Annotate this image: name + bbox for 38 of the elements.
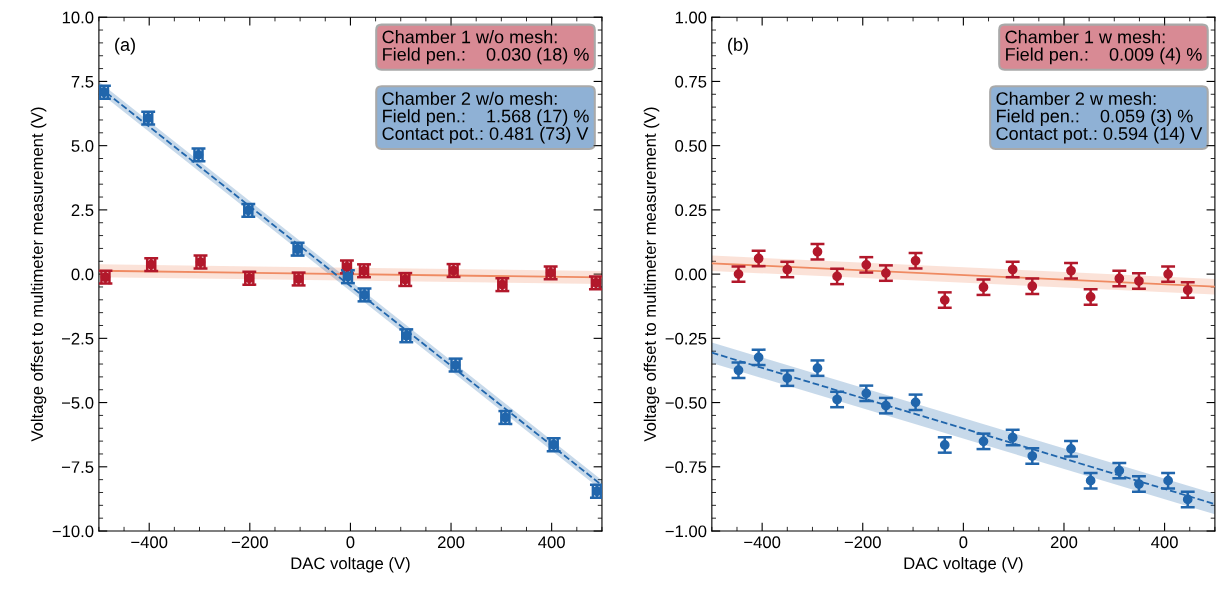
x-tick-label: −400 [131,536,168,549]
x-tick-label: 400 [538,536,565,549]
y-axis-title: Voltage offset to multimeter measurement (V) [30,107,47,442]
y-tick-label: 1.00 [675,11,707,24]
x-tick-label: 200 [437,536,465,549]
y-tick-label: −10.0 [52,525,94,538]
x-tick-label: 0 [346,536,355,549]
y-axis-title: Voltage offset to multimeter measurement (V) [643,107,660,442]
x-axis-title: DAC voltage (V) [904,556,1023,573]
y-tick-label: 5.0 [71,140,94,152]
y-tick-label: −5.0 [61,396,94,409]
y-tick-label: −0.25 [665,332,707,345]
y-tick-label: 0.25 [675,204,707,217]
y-tick-label: 10.0 [62,11,94,24]
y-tick-label: −7.5 [61,461,94,474]
y-tick-label: −0.50 [665,396,707,409]
x-tick-label: −400 [744,536,781,549]
y-tick-label: 0.75 [675,75,707,88]
x-tick-label: 400 [1151,536,1178,549]
y-tick-label: −2.5 [61,332,94,345]
y-tick-label: −0.75 [665,461,707,474]
y-tick-label: 7.5 [71,76,94,88]
x-tick-label: 200 [1050,536,1078,549]
x-axis-title: DAC voltage (V) [291,556,410,573]
x-tick-label: −200 [231,536,268,549]
annotation: (a) [115,37,135,55]
annotation: Chamber 2 w mesh: Field pen.: 0.059 (3) % Contact pot.: 0.594 (14) V [996,91,1203,144]
y-tick-label: 0.0 [71,268,94,281]
y-tick-label: −1.00 [665,525,707,538]
annotation: (b) [728,37,748,55]
y-tick-label: 0.00 [675,268,707,281]
y-tick-label: 2.5 [71,204,94,217]
annotation: Chamber 1 w mesh: Field pen.: 0.009 (4) % [1005,30,1202,65]
y-tick-label: 0.50 [675,140,707,152]
x-tick-label: −200 [844,536,881,549]
annotation: Chamber 2 w/o mesh: Field pen.: 1.568 (17) % Contact pot.: 0.481 (73) V [382,91,589,144]
annotation: Chamber 1 w/o mesh: Field pen.: 0.030 (18) % [382,30,589,65]
x-tick-label: 0 [959,536,968,549]
